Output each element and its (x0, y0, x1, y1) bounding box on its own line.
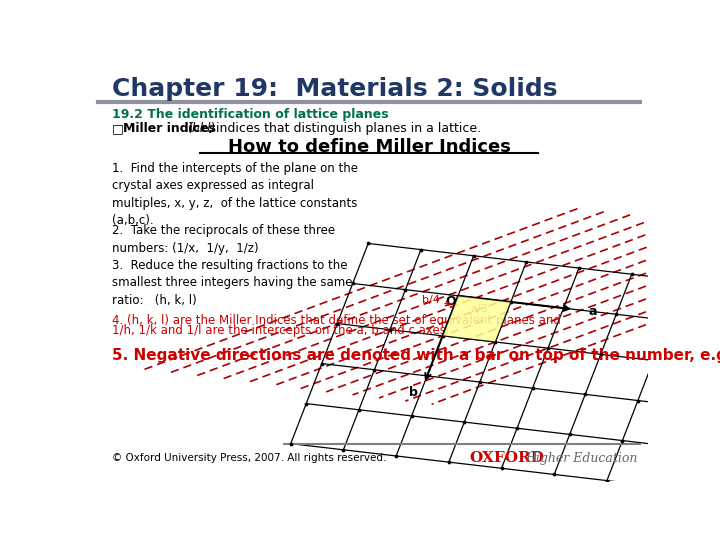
Text: 2.  Take the reciprocals of these three
numbers: (1/x,  1/y,  1/z): 2. Take the reciprocals of these three n… (112, 224, 335, 255)
Text: 3.  Reduce the resulting fractions to the
smallest three integers having the sam: 3. Reduce the resulting fractions to the… (112, 259, 352, 307)
Text: □: □ (112, 122, 123, 135)
Text: 1/h, 1/k and 1/l are the intercepts on the a, b and c axes: 1/h, 1/k and 1/l are the intercepts on t… (112, 323, 446, 336)
Text: How to define Miller Indices: How to define Miller Indices (228, 138, 510, 156)
Text: a: a (589, 305, 597, 318)
Text: O: O (445, 295, 456, 308)
Text: Chapter 19:  Materials 2: Solids: Chapter 19: Materials 2: Solids (112, 77, 557, 102)
Text: Miller indices: Miller indices (123, 122, 221, 135)
Text: 19.2 The identification of lattice planes: 19.2 The identification of lattice plane… (112, 109, 388, 122)
Text: (hkl): (hkl) (187, 122, 215, 135)
Text: OXFORD: OXFORD (469, 451, 544, 465)
Text: 1.  Find the intercepts of the plane on the
crystal axes expressed as integral
m: 1. Find the intercepts of the plane on t… (112, 162, 358, 227)
Text: © Oxford University Press, 2007. All rights reserved.: © Oxford University Press, 2007. All rig… (112, 453, 386, 463)
Text: b: b (409, 386, 418, 399)
Text: b/4: b/4 (422, 295, 450, 306)
Text: 5. Negative directions are denoted with a bar on top of the number, e.g. 100: 5. Negative directions are denoted with … (112, 348, 720, 363)
Text: Higher Education: Higher Education (526, 452, 638, 465)
Polygon shape (443, 296, 510, 342)
Text: , indices that distinguish planes in a lattice.: , indices that distinguish planes in a l… (208, 122, 481, 135)
Text: a/3: a/3 (471, 303, 488, 314)
Text: 4. (h, k, l) are the Miller Indices that define the set of equivalent planes and: 4. (h, k, l) are the Miller Indices that… (112, 314, 561, 327)
